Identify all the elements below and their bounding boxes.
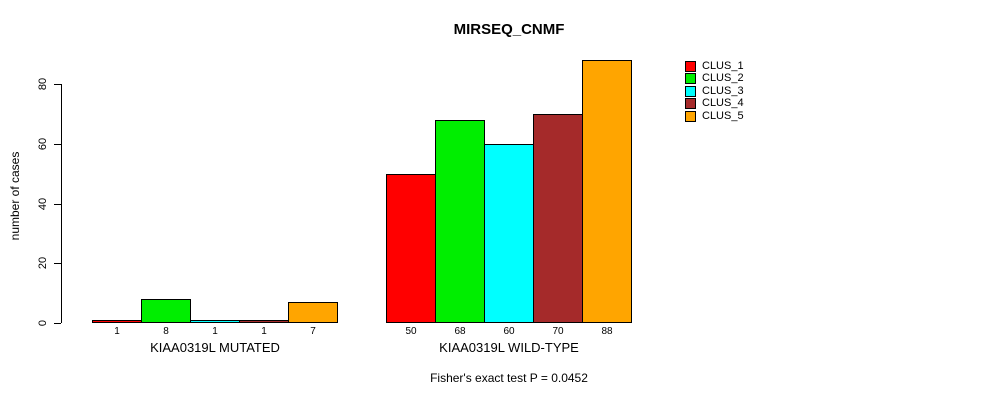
y-axis-tick-label: 40	[37, 197, 49, 210]
y-axis-tick-label: 60	[37, 137, 49, 151]
bar-value-label: 60	[503, 326, 515, 337]
bar-value-label: 7	[310, 326, 316, 337]
bar-value-label: 88	[601, 326, 613, 337]
fisher-test-annotation: Fisher's exact test P = 0.0452	[430, 371, 588, 385]
bar-value-label: 1	[261, 326, 267, 337]
legend-item-label: CLUS_2	[702, 72, 744, 85]
bar-clus_4	[239, 320, 289, 323]
y-axis-tick	[54, 203, 61, 205]
bar-clus_1	[386, 173, 436, 323]
legend-item: CLUS_4	[685, 98, 744, 111]
legend-item: CLUS_2	[685, 73, 744, 86]
y-axis-tick-label: 20	[37, 257, 49, 270]
y-axis-tick-label: 0	[37, 319, 49, 327]
y-axis-tick	[54, 84, 61, 86]
legend-color-swatch	[685, 73, 696, 85]
bar-clus_3	[484, 143, 534, 323]
y-axis-tick	[54, 263, 61, 265]
bar-value-label: 8	[163, 326, 169, 337]
bar-value-label: 1	[114, 326, 120, 337]
bar-value-label: 68	[454, 326, 466, 337]
group-label: KIAA0319L WILD-TYPE	[439, 340, 579, 355]
bar-clus_5	[582, 60, 632, 323]
bar-value-label: 50	[405, 326, 417, 337]
y-axis-tick	[54, 323, 61, 324]
legend-color-swatch	[685, 60, 696, 72]
bar-clus_1	[92, 320, 142, 323]
legend-item-label: CLUS_3	[702, 84, 744, 97]
bar-value-label: 70	[552, 326, 564, 337]
chart-title: MIRSEQ_CNMF	[453, 21, 565, 38]
y-axis-label: number of cases	[8, 151, 22, 241]
bar-clus_3	[190, 320, 240, 323]
y-axis-tick	[54, 143, 61, 145]
bar-clus_4	[533, 114, 583, 323]
legend-item-label: CLUS_5	[702, 109, 744, 122]
legend-color-swatch	[685, 98, 696, 110]
legend: CLUS_1 CLUS_2 CLUS_3 CLUS_4 CLUS_5	[685, 60, 744, 123]
legend-color-swatch	[685, 85, 696, 97]
legend-item: CLUS_1	[685, 60, 744, 73]
legend-item-label: CLUS_1	[702, 59, 744, 72]
y-axis-tick-label: 80	[37, 78, 49, 91]
legend-item-label: CLUS_4	[702, 97, 744, 110]
bar-value-label: 1	[212, 326, 218, 337]
bar-clus_5	[288, 302, 338, 323]
legend-item: CLUS_3	[685, 85, 744, 98]
bar-clus_2	[435, 120, 485, 323]
bar-clus_2	[141, 299, 191, 323]
group-label: KIAA0319L MUTATED	[150, 340, 280, 355]
legend-item: CLUS_5	[685, 110, 744, 123]
y-axis-line	[61, 84, 62, 323]
legend-color-swatch	[685, 110, 696, 122]
